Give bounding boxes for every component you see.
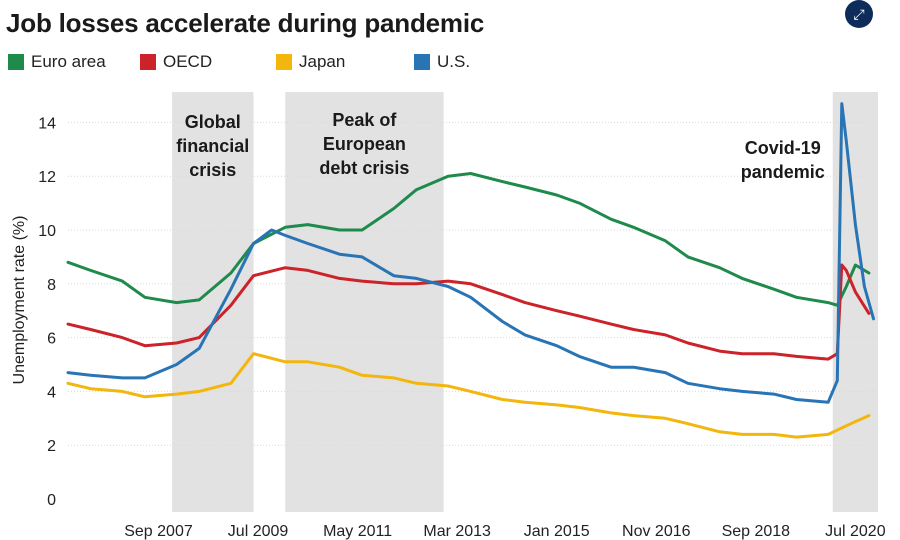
legend-item: Japan — [276, 52, 345, 72]
y-tick-label: 2 — [47, 438, 56, 455]
legend-item: U.S. — [414, 52, 470, 72]
legend-label: Euro area — [31, 52, 106, 71]
legend-item: OECD — [140, 52, 212, 72]
y-tick-label: 0 — [47, 492, 56, 509]
legend-item: Euro area — [8, 52, 106, 72]
legend-swatch — [414, 54, 430, 70]
legend-label: Japan — [299, 52, 346, 71]
y-tick-label: 6 — [47, 331, 56, 348]
x-tick-label: Jul 2020 — [825, 523, 886, 540]
series-line-u-s — [66, 102, 875, 404]
series-line-japan — [66, 352, 871, 439]
legend-swatch — [276, 54, 292, 70]
legend-label: U.S. — [437, 52, 471, 71]
chart-title: Job losses accelerate during pandemic — [6, 8, 485, 38]
y-axis-label: Unemployment rate (%) — [11, 216, 28, 385]
shaded-period-label-1: Peak of European debt crisis — [319, 110, 409, 178]
series-lines — [66, 102, 875, 439]
legend-swatch — [8, 54, 24, 70]
x-tick-label: Sep 2018 — [722, 523, 791, 540]
expand-button[interactable]: ⤢ — [845, 0, 873, 28]
x-tick-label: May 2011 — [323, 523, 392, 540]
y-tick-label: 4 — [47, 384, 56, 401]
legend-swatch — [140, 54, 156, 70]
shaded-period-1 — [285, 92, 444, 512]
legend-label: OECD — [163, 52, 213, 71]
x-tick-label: Nov 2016 — [622, 523, 691, 540]
y-tick-label: 10 — [38, 223, 56, 240]
x-tick-label: Jul 2009 — [228, 523, 289, 540]
y-tick-label: 14 — [38, 115, 56, 132]
y-axis-ticks: 0 2 4 6 8 10 12 14 — [38, 115, 56, 509]
y-tick-label: 12 — [38, 169, 56, 186]
shaded-period-labels: Global financial crisis Peak of European debt… — [176, 110, 824, 182]
series-line-euro-area — [66, 172, 871, 307]
x-tick-label: Sep 2007 — [124, 523, 193, 540]
shaded-period-label-2: Covid-19 pandemic — [741, 138, 825, 182]
x-axis-ticks: Sep 2007 Jul 2009 May 2011 Mar 2013 Jan 2015… — [124, 523, 885, 540]
x-tick-label: Mar 2013 — [423, 523, 491, 540]
x-tick-label: Jan 2015 — [524, 523, 590, 540]
expand-icon: ⤢ — [853, 6, 865, 22]
shaded-period-label-0: Global financial crisis — [176, 112, 249, 180]
y-tick-label: 8 — [47, 277, 56, 294]
